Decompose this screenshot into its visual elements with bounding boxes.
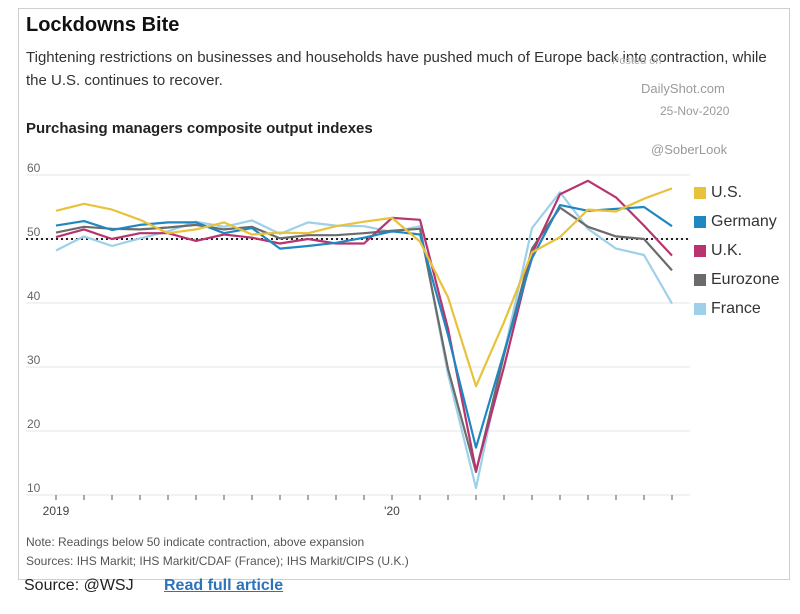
legend-item-eurozone: Eurozone xyxy=(694,265,780,294)
watermark-posted: Posted on xyxy=(612,55,662,67)
legend-item-u-s: U.S. xyxy=(694,178,780,207)
legend-label-france: France xyxy=(711,299,761,317)
y-tick-label-60: 60 xyxy=(27,161,41,175)
y-tick-label-40: 40 xyxy=(27,289,41,303)
legend-label-germany: Germany xyxy=(711,212,777,230)
y-tick-label-10: 10 xyxy=(27,481,41,495)
y-tick-label-50: 50 xyxy=(27,225,41,239)
legend-swatch-germany xyxy=(694,215,706,228)
source-credit: Source: @WSJ xyxy=(24,577,134,594)
chart-title: Purchasing managers composite output ind… xyxy=(26,120,373,137)
legend-item-france: France xyxy=(694,294,780,323)
legend-swatch-u-s xyxy=(694,186,706,199)
legend-swatch-france xyxy=(694,302,706,315)
chart-legend: U.S. Germany U.K. Eurozone France xyxy=(694,178,780,323)
series-line-eurozone xyxy=(55,206,673,474)
legend-label-u-k: U.K. xyxy=(711,241,743,259)
series-line-germany xyxy=(55,204,673,449)
legend-label-eurozone: Eurozone xyxy=(711,270,780,288)
y-tick-label-20: 20 xyxy=(27,417,41,431)
legend-label-u-s: U.S. xyxy=(711,183,743,201)
legend-swatch-eurozone xyxy=(694,273,706,286)
series-line-u-s xyxy=(55,187,673,388)
chart-subtitle: Tightening restrictions on businesses an… xyxy=(26,49,767,89)
y-tick-label-30: 30 xyxy=(27,353,41,367)
legend-item-u-k: U.K. xyxy=(694,236,780,265)
x-tick-label-2020-01: '20 xyxy=(384,504,400,518)
watermark-date: 25-Nov-2020 xyxy=(660,104,730,118)
series-line-u-k xyxy=(55,179,673,472)
chart-sources: Sources: IHS Markit; IHS Markit/CDAF (Fr… xyxy=(26,554,409,568)
chart-note: Note: Readings below 50 indicate contrac… xyxy=(26,535,365,549)
x-tick-label-2019-01: 2019 xyxy=(43,504,70,518)
legend-swatch-u-k xyxy=(694,244,706,257)
watermark-site: DailyShot.com xyxy=(641,81,725,96)
read-full-article-link[interactable]: Read full article xyxy=(164,577,284,594)
chart-headline: Lockdowns Bite xyxy=(26,14,180,36)
watermark-handle: @SoberLook xyxy=(651,142,728,157)
chart-frame xyxy=(18,8,790,580)
legend-item-germany: Germany xyxy=(694,207,780,236)
